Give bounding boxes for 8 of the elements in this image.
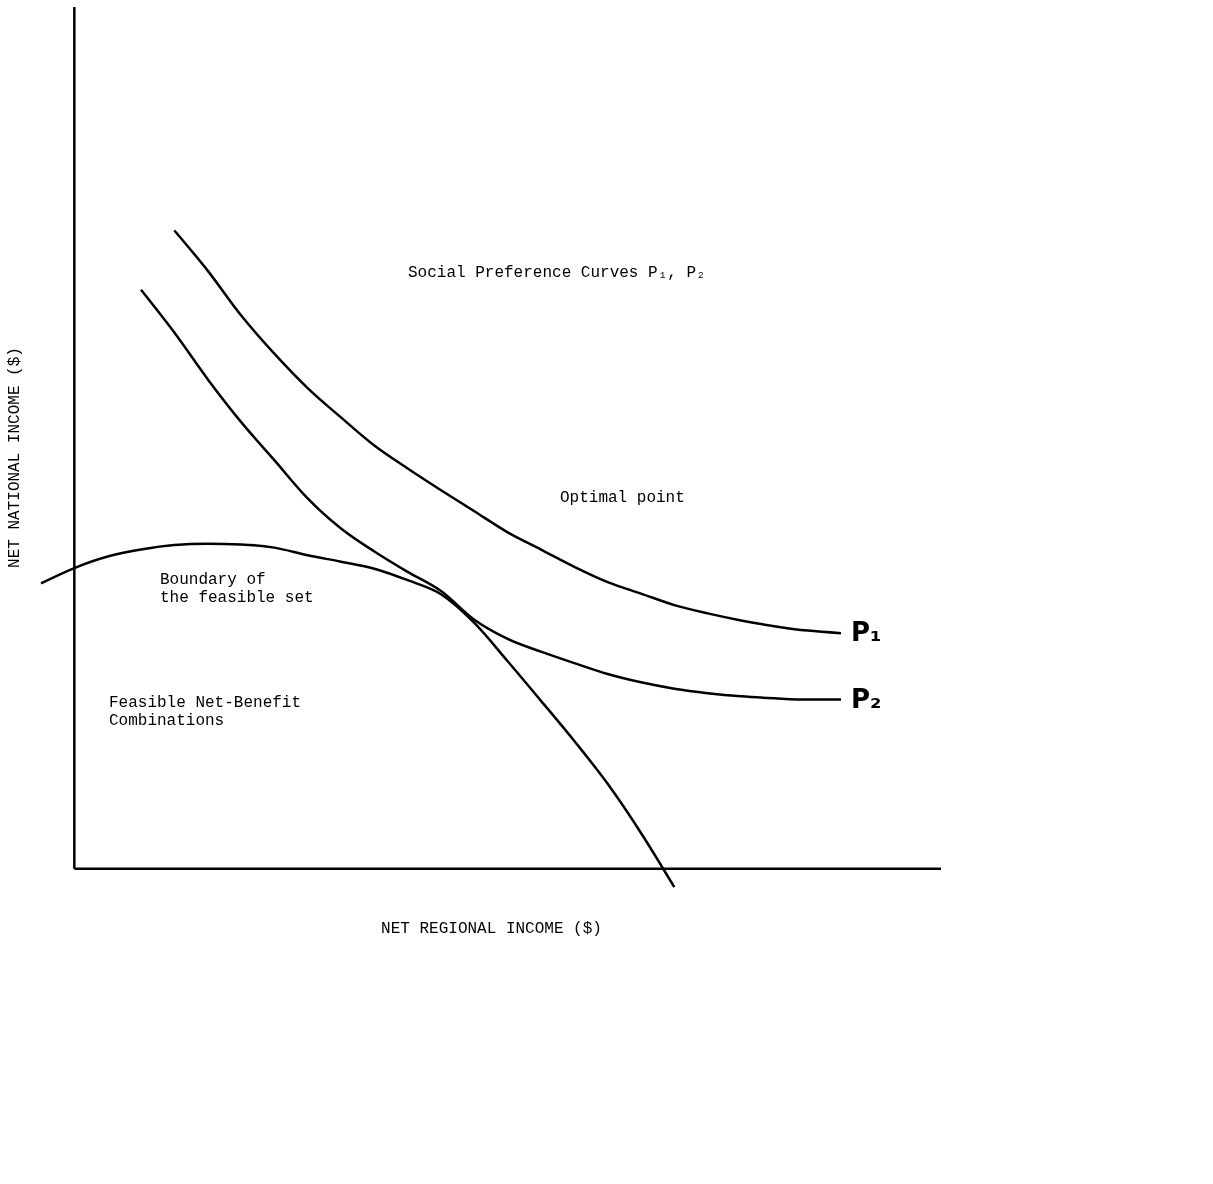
x-axis-title: NET REGIONAL INCOME ($) xyxy=(381,919,602,938)
series-label: P₂ xyxy=(851,683,882,714)
annotation: Feasible Net-Benefit Combinations xyxy=(109,694,302,730)
annotation: Optimal point xyxy=(560,489,685,507)
series-label: P₁ xyxy=(851,617,882,648)
annotation: Boundary of the feasible set xyxy=(160,571,314,607)
annotation: Social Preference Curves P₁, P₂ xyxy=(408,264,706,282)
y-axis-title: NET NATIONAL INCOME ($) xyxy=(5,347,24,568)
